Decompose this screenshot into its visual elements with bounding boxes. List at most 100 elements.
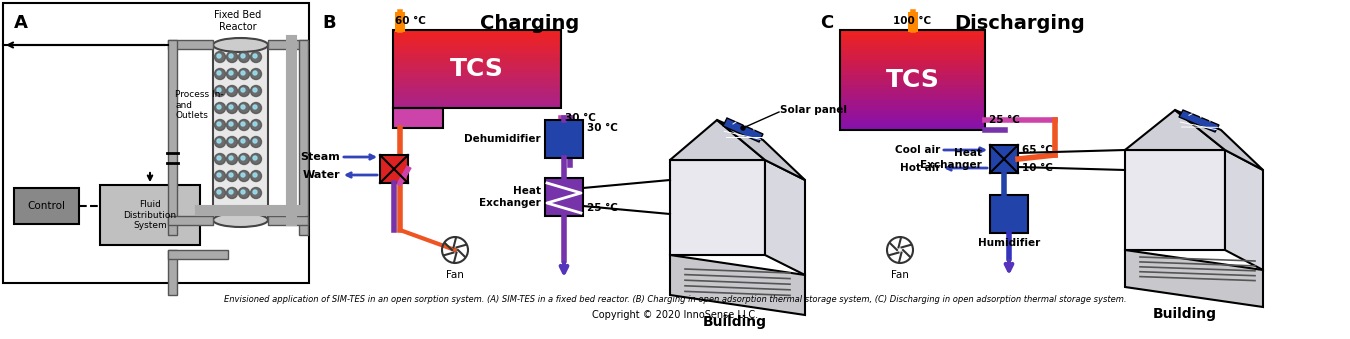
Circle shape	[230, 139, 234, 143]
Bar	[14, 188, 80, 224]
Bar	[393, 34, 562, 38]
Circle shape	[217, 139, 221, 143]
Text: B: B	[323, 14, 336, 32]
Bar	[840, 30, 986, 130]
Circle shape	[252, 54, 256, 58]
Circle shape	[217, 156, 221, 160]
Bar	[840, 95, 986, 100]
Bar	[393, 104, 562, 108]
Text: Control: Control	[27, 201, 65, 211]
Polygon shape	[765, 160, 805, 275]
Circle shape	[230, 156, 234, 160]
Bar	[840, 105, 986, 111]
Ellipse shape	[213, 213, 269, 227]
Circle shape	[230, 190, 234, 194]
Polygon shape	[1125, 110, 1224, 150]
Bar	[167, 250, 228, 259]
Bar	[298, 40, 308, 235]
Bar	[393, 100, 562, 105]
Circle shape	[227, 52, 238, 62]
Polygon shape	[1125, 250, 1264, 307]
Bar	[840, 100, 986, 105]
Bar	[840, 110, 986, 116]
Text: Copyright © 2020 InnoSense LLC.: Copyright © 2020 InnoSense LLC.	[591, 310, 759, 320]
Circle shape	[239, 68, 250, 80]
Circle shape	[217, 71, 221, 75]
Bar	[840, 70, 986, 76]
Circle shape	[741, 126, 745, 130]
Circle shape	[230, 71, 234, 75]
Circle shape	[251, 120, 262, 131]
Text: Discharging: Discharging	[954, 14, 1085, 33]
Bar	[167, 250, 177, 295]
Circle shape	[239, 85, 250, 97]
Circle shape	[227, 171, 238, 181]
Circle shape	[251, 137, 262, 147]
Bar	[990, 195, 1027, 233]
Circle shape	[242, 54, 244, 58]
Circle shape	[251, 52, 262, 62]
Circle shape	[230, 122, 234, 126]
Text: Fluid
Distribution
System: Fluid Distribution System	[123, 200, 177, 230]
Bar	[393, 108, 443, 128]
Circle shape	[215, 52, 225, 62]
Polygon shape	[670, 255, 805, 315]
Text: Charging: Charging	[481, 14, 579, 33]
Text: Solar panel: Solar panel	[780, 105, 846, 115]
Circle shape	[227, 68, 238, 80]
Bar	[840, 75, 986, 80]
Circle shape	[215, 68, 225, 80]
Text: Process In-
and
Outlets: Process In- and Outlets	[176, 90, 224, 120]
Bar	[213, 45, 269, 220]
Bar	[167, 216, 213, 225]
Text: 10 °C: 10 °C	[1022, 163, 1053, 173]
Bar	[840, 85, 986, 91]
Circle shape	[242, 173, 244, 177]
Text: 60 °C: 60 °C	[396, 16, 425, 26]
Text: TCS: TCS	[886, 68, 940, 92]
Text: Cool air: Cool air	[895, 145, 940, 155]
Bar	[393, 81, 562, 85]
Bar	[269, 40, 308, 49]
Ellipse shape	[213, 38, 269, 52]
Circle shape	[251, 187, 262, 199]
Circle shape	[242, 88, 244, 92]
Polygon shape	[670, 120, 765, 160]
Circle shape	[227, 154, 238, 164]
Circle shape	[252, 88, 256, 92]
Bar	[545, 120, 583, 158]
Circle shape	[251, 68, 262, 80]
Circle shape	[217, 105, 221, 109]
Polygon shape	[1125, 150, 1224, 250]
Circle shape	[227, 120, 238, 131]
Text: Fan: Fan	[446, 270, 464, 280]
Bar	[393, 57, 562, 62]
Text: C: C	[819, 14, 833, 32]
Circle shape	[251, 102, 262, 114]
Circle shape	[239, 102, 250, 114]
Circle shape	[252, 122, 256, 126]
Text: Building: Building	[703, 315, 767, 329]
Bar	[269, 216, 308, 225]
Circle shape	[239, 137, 250, 147]
Circle shape	[239, 187, 250, 199]
Bar	[840, 80, 986, 85]
Bar	[379, 155, 408, 183]
Circle shape	[252, 173, 256, 177]
Circle shape	[215, 187, 225, 199]
Circle shape	[252, 156, 256, 160]
Bar	[393, 93, 562, 97]
Circle shape	[215, 137, 225, 147]
Circle shape	[251, 85, 262, 97]
Text: 65 °C: 65 °C	[1022, 145, 1053, 155]
Text: Water: Water	[302, 170, 340, 180]
Bar	[393, 88, 562, 93]
Bar	[990, 145, 1018, 173]
Circle shape	[242, 190, 244, 194]
Circle shape	[239, 154, 250, 164]
Circle shape	[252, 139, 256, 143]
Polygon shape	[717, 120, 805, 180]
Bar	[840, 90, 986, 96]
Circle shape	[227, 102, 238, 114]
Bar	[840, 30, 986, 36]
